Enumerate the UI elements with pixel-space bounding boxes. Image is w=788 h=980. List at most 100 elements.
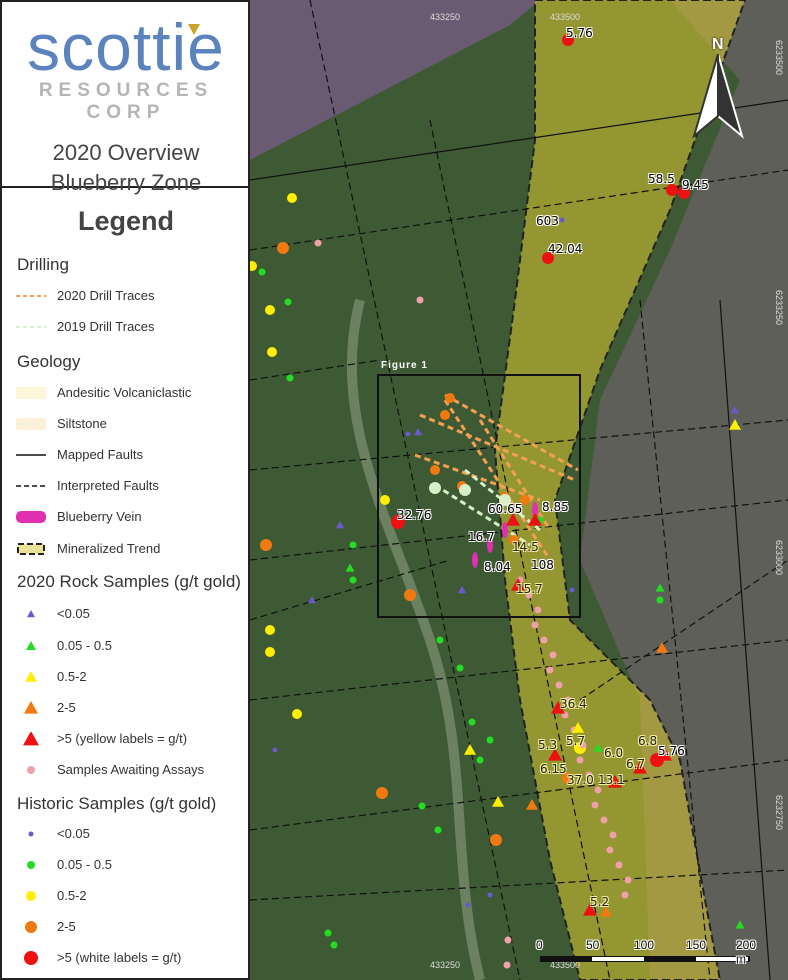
rock-sample-gt5 <box>506 513 520 526</box>
sample-c005_05 <box>486 736 494 744</box>
sample-awaiting <box>564 696 572 704</box>
legend-section-heading: Historic Samples (g/t gold) <box>17 794 217 813</box>
legend-item-label: 0.05 - 0.5 <box>57 857 112 872</box>
sample-lt005 <box>569 587 575 593</box>
interpreted-fault <box>250 759 788 831</box>
sample-c2_5 <box>562 772 574 784</box>
figure-1-label: Figure 1 <box>381 360 428 371</box>
sample-c005_05 <box>284 298 292 306</box>
logo-triangle-icon <box>188 24 200 35</box>
rock-sample-gt5 <box>528 513 542 526</box>
sample-awaiting <box>540 636 548 644</box>
sample-awaiting <box>594 786 602 794</box>
rock-sample-c005_05 <box>345 563 355 572</box>
sample-awaiting <box>624 876 632 884</box>
legend-symbol <box>16 454 46 456</box>
scale-label: 150 <box>686 938 707 952</box>
coord-label: 433250 <box>430 960 461 970</box>
rock-sample-c05_2 <box>492 796 504 807</box>
interpreted-fault <box>250 639 788 701</box>
sample-awaiting <box>525 591 533 599</box>
sample-c2_5 <box>260 539 272 551</box>
sample-c005_05 <box>418 802 426 810</box>
sample-drill2019 <box>429 482 441 494</box>
logo: scottie <box>2 12 250 82</box>
purple-unit <box>250 0 540 160</box>
sample-c005_05 <box>349 541 357 549</box>
sample-c005_05 <box>349 576 357 584</box>
legend-item-label: 0.05 - 0.5 <box>57 638 112 653</box>
legend-symbol <box>26 641 36 650</box>
rock-sample-c05_2 <box>729 419 741 430</box>
rock-sample-c2_5 <box>656 642 668 653</box>
sample-value-label: 42.04 <box>548 242 583 256</box>
sample-c05_2 <box>287 193 297 203</box>
sample-awaiting <box>314 239 322 247</box>
sample-awaiting <box>579 741 587 749</box>
logo-subtitle: RESOURCES CORP <box>38 80 214 123</box>
blueberry-vein <box>487 537 493 553</box>
sample-value-label: 603 <box>536 214 559 228</box>
sample-c005_05 <box>656 596 664 604</box>
scale-label: 200 m <box>736 938 757 966</box>
sample-drill2019 <box>499 494 511 506</box>
sample-value-label: 16.7 <box>468 530 495 544</box>
legend-symbol <box>16 326 46 328</box>
mapped-fault <box>719 299 771 980</box>
rock-sample-value-label: 5.2 <box>590 895 610 909</box>
legend-item-label: >5 (yellow labels = g/t) <box>57 731 188 746</box>
sample-awaiting <box>555 681 563 689</box>
legend-symbol <box>25 921 37 933</box>
legend-item-label: Mineralized Trend <box>57 541 161 556</box>
interpreted-fault <box>250 869 788 901</box>
map-title: 2020 Overview <box>52 140 200 165</box>
sample-c2_5 <box>440 410 450 420</box>
interpreted-fault <box>429 119 611 980</box>
rock-sample-value-label: 6.0 <box>604 746 624 760</box>
rock-sample-lt005 <box>458 586 466 594</box>
drill-trace-2020 <box>443 399 552 561</box>
map-view[interactable]: Figure 1 5.76 58.5 9.45 603 42.04 32.76 60.65 8… <box>250 0 788 980</box>
sample-awaiting <box>503 961 511 969</box>
legend-symbol <box>27 766 35 774</box>
rock-sample-value-label: 5.7 <box>566 734 586 748</box>
sample-awaiting <box>609 831 617 839</box>
sample-value-label: 32.76 <box>397 508 432 522</box>
sample-value-label: 5.76 <box>658 744 685 758</box>
legend-symbol <box>24 951 38 965</box>
sample-awaiting <box>615 861 623 869</box>
legend-symbol <box>16 418 46 430</box>
sample-value-label: 8.04 <box>484 560 511 574</box>
rock-sample-value-label: 5.3 <box>538 738 558 752</box>
sample-awaiting <box>416 296 424 304</box>
drill-trace-2020 <box>444 393 579 472</box>
legend-item-label: Siltstone <box>57 416 107 431</box>
legend-section-heading: Geology <box>17 352 81 371</box>
interpreted-fault <box>250 559 451 621</box>
sample-c05_2 <box>265 647 275 657</box>
sample-awaiting <box>576 756 584 764</box>
legend-symbol <box>26 891 36 901</box>
sample-gt5 <box>678 187 690 199</box>
legend-symbol <box>17 543 45 555</box>
sample-c005_05 <box>286 374 294 382</box>
coord-label: 6233250 <box>774 290 784 326</box>
interpreted-fault <box>250 499 788 561</box>
coord-label: 6232750 <box>774 795 784 831</box>
coord-label: 6233500 <box>774 40 784 76</box>
legend-item-label: Samples Awaiting Assays <box>57 762 205 777</box>
scale-bar: 0 50 100 150 200 m <box>536 938 756 966</box>
grey-unit <box>580 0 788 980</box>
rock-sample-lt005 <box>336 521 344 529</box>
legend-item-label: <0.05 <box>57 606 90 621</box>
blueberry-vein <box>502 522 508 538</box>
legend-item-label: 2-5 <box>57 700 76 715</box>
rock-sample-gt5 <box>511 578 525 591</box>
sample-c005_05 <box>258 268 266 276</box>
legend-item-label: Mapped Faults <box>57 447 143 462</box>
sample-awaiting <box>591 801 599 809</box>
legend-symbol <box>16 485 46 487</box>
sample-awaiting <box>546 666 554 674</box>
interpreted-fault <box>579 559 788 701</box>
legend-item-label: 2019 Drill Traces <box>57 319 155 334</box>
